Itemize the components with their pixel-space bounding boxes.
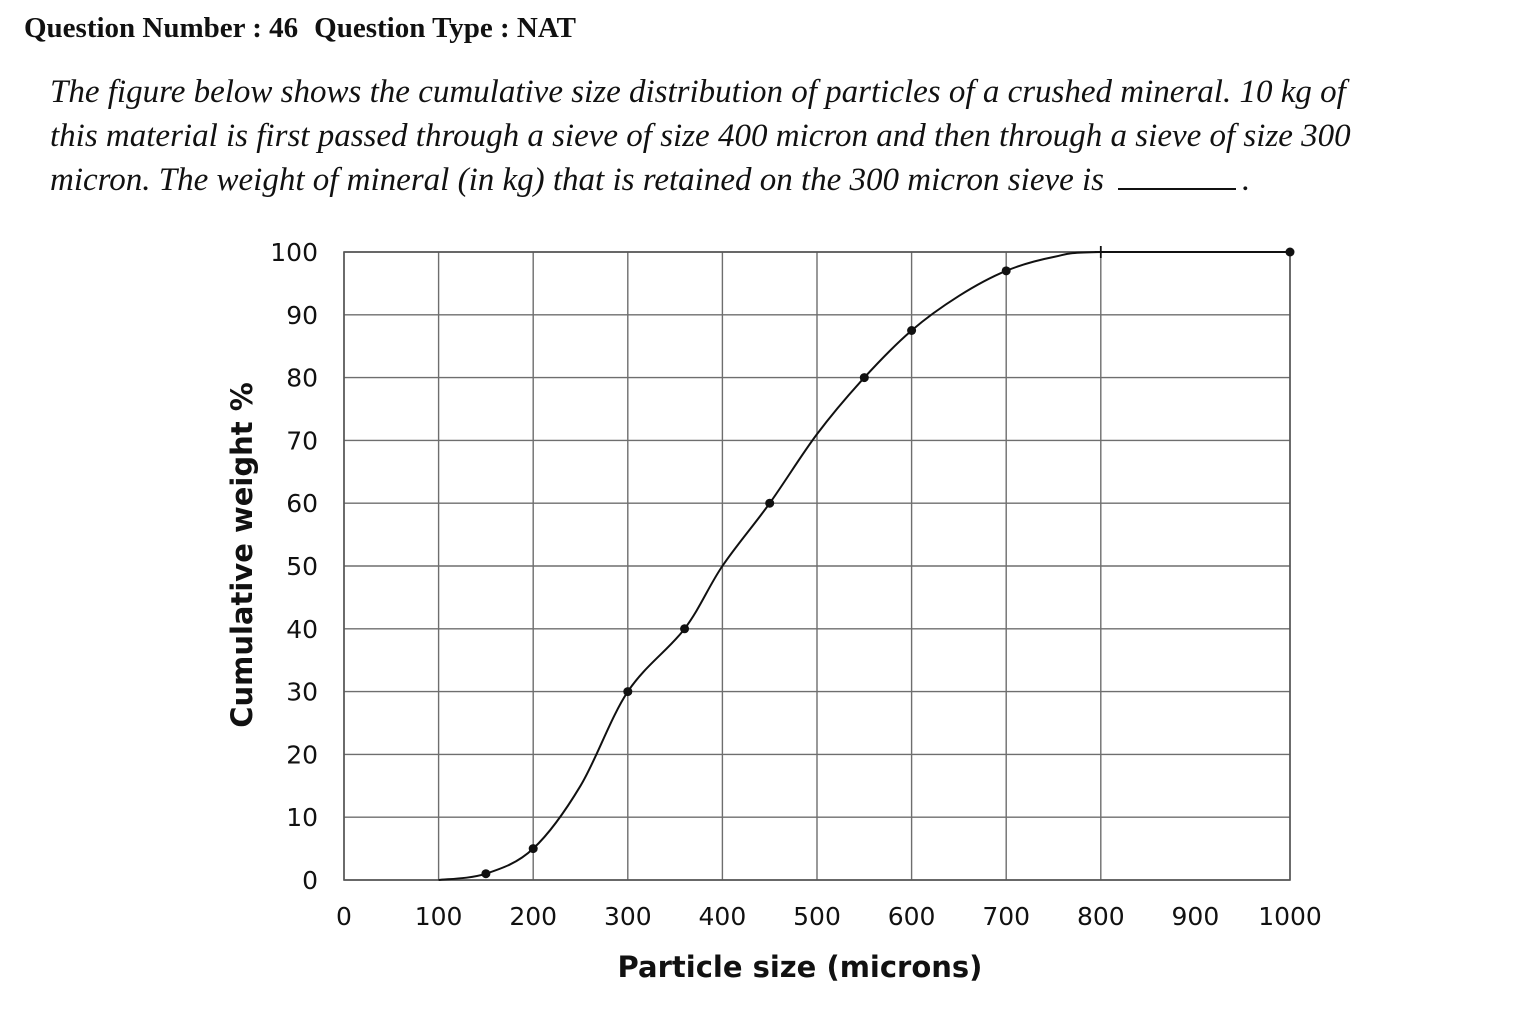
data-point-cross — [1094, 246, 1107, 258]
data-point — [765, 498, 775, 508]
curve-layer — [438, 250, 1290, 881]
y-tick-label: 40 — [286, 615, 318, 644]
data-point — [528, 844, 538, 854]
data-point — [481, 869, 491, 879]
question-line-3: micron. The weight of mineral (in kg) th… — [50, 158, 1500, 202]
question-line-1: The figure below shows the cumulative si… — [50, 74, 1346, 110]
data-point — [623, 687, 633, 697]
question-type: Question Type : NAT — [314, 12, 577, 44]
question-text: The figure below shows the cumulative si… — [50, 70, 1500, 202]
y-tick-label: 90 — [286, 301, 318, 330]
distribution-curve — [438, 250, 1290, 881]
y-tick-label: 0 — [302, 866, 318, 895]
x-axis-label: Particle size (microns) — [618, 950, 983, 984]
question-header: Question Number : 46 Question Type : NAT — [24, 12, 576, 45]
marker-layer — [481, 246, 1295, 879]
y-tick-label: 50 — [286, 552, 318, 581]
data-point — [680, 624, 690, 634]
question-number: Question Number : 46 — [24, 12, 299, 44]
data-point — [859, 373, 869, 383]
question-end-mark: . — [1242, 162, 1251, 198]
x-tick-label: 300 — [604, 902, 652, 931]
x-tick-label: 400 — [699, 902, 747, 931]
answer-blank — [1118, 160, 1237, 190]
data-point — [907, 326, 917, 335]
y-tick-label: 100 — [270, 238, 318, 267]
x-tick-label: 1000 — [1258, 902, 1322, 931]
y-tick-label: 20 — [286, 740, 318, 769]
grid — [343, 251, 1291, 881]
question-line-2: this material is first passed through a … — [50, 118, 1351, 154]
plot-frame — [343, 251, 1291, 881]
x-tick-label: 200 — [509, 902, 557, 931]
y-tick-label: 80 — [286, 364, 318, 393]
x-tick-label: 0 — [336, 902, 352, 931]
y-tick-label: 10 — [286, 803, 318, 832]
y-tick-label: 30 — [286, 678, 318, 707]
y-tick-label: 60 — [286, 489, 318, 518]
x-tick-label: 600 — [888, 902, 936, 931]
data-point — [1285, 247, 1295, 257]
y-tick-label: 70 — [286, 426, 318, 455]
x-tick-label: 700 — [982, 902, 1030, 931]
x-tick-label: 500 — [793, 902, 841, 931]
question-line-3-text: micron. The weight of mineral (in kg) th… — [50, 162, 1105, 198]
x-tick-label: 900 — [1172, 902, 1220, 931]
data-point — [1001, 266, 1011, 276]
x-tick-label: 800 — [1077, 902, 1125, 931]
y-axis-label: Cumulative weight % — [225, 382, 259, 728]
x-tick-label: 100 — [415, 902, 463, 931]
